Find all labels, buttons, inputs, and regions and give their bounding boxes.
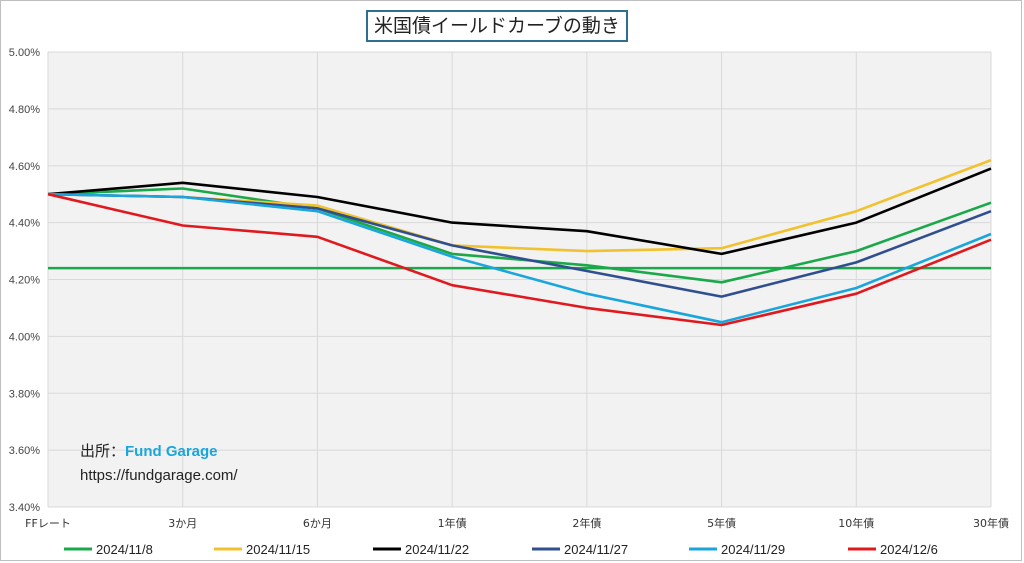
legend-label: 2024/11/22 bbox=[405, 542, 469, 557]
x-tick-label: 30年債 bbox=[973, 516, 1009, 530]
y-tick-label: 4.20% bbox=[9, 275, 40, 287]
legend: 2024/11/8 2024/11/15 2024/11/22 2024/11/27 2… bbox=[64, 542, 938, 557]
legend-label: 2024/11/27 bbox=[564, 542, 628, 557]
y-tick-label: 3.40% bbox=[9, 502, 40, 514]
x-tick-label: 10年債 bbox=[838, 516, 874, 530]
x-axis: FFレート 3か月 6か月 1年債 2年債 5年債 10年債 30年債 bbox=[25, 516, 1009, 530]
x-tick-label: 1年債 bbox=[438, 516, 467, 530]
legend-label: 2024/11/29 bbox=[721, 542, 785, 557]
x-tick-label: 5年債 bbox=[707, 516, 736, 530]
series-lines bbox=[47, 158, 992, 327]
y-tick-label: 4.00% bbox=[9, 331, 40, 343]
y-tick-label: 3.60% bbox=[9, 445, 40, 457]
series-line-2024-11-8 bbox=[47, 187, 992, 284]
x-tick-label: 3か月 bbox=[168, 517, 197, 530]
x-tick-label: 2年債 bbox=[572, 516, 601, 530]
series-line-2024-12-6 bbox=[47, 192, 992, 327]
x-tick-label: 6か月 bbox=[303, 517, 332, 530]
series-line-2024-11-29 bbox=[47, 192, 992, 324]
source-brand: Fund Garage bbox=[125, 443, 218, 460]
series-line-2024-11-22 bbox=[47, 167, 992, 256]
y-tick-label: 3.80% bbox=[9, 388, 40, 400]
legend-label: 2024/12/6 bbox=[880, 542, 938, 557]
chart-title: 米国債イールドカーブの動き bbox=[366, 10, 628, 42]
y-axis: 3.40% 3.60% 3.80% 4.00% 4.20% 4.40% 4.60% 4.80%… bbox=[9, 47, 40, 514]
y-tick-label: 4.60% bbox=[9, 161, 40, 173]
legend-label: 2024/11/8 bbox=[96, 542, 153, 557]
source-note: 出所：Fund Garage https://fundgarage.com/ bbox=[80, 440, 238, 484]
legend-label: 2024/11/15 bbox=[246, 542, 310, 557]
x-tick-label: FFレート bbox=[25, 517, 71, 530]
source-label: 出所： bbox=[80, 442, 126, 460]
y-tick-label: 4.40% bbox=[9, 218, 40, 230]
y-tick-label: 5.00% bbox=[9, 47, 40, 59]
source-url: https://fundgarage.com/ bbox=[80, 467, 238, 484]
y-tick-label: 4.80% bbox=[9, 104, 40, 116]
gridlines bbox=[47, 51, 992, 508]
